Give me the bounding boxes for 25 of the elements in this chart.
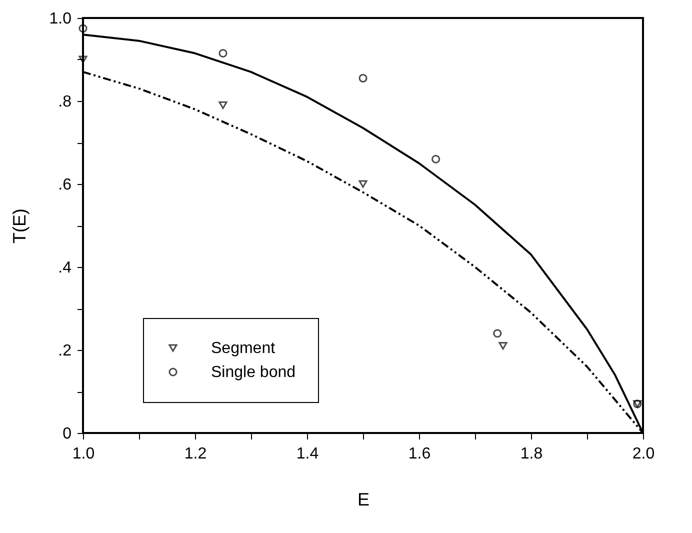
x-tick-label: 1.2: [184, 446, 207, 462]
point: [218, 101, 228, 109]
point: [358, 74, 368, 82]
point: [358, 180, 368, 188]
y-tick-label: .6: [58, 176, 72, 194]
legend-label: Segment: [211, 340, 276, 357]
x-tick-label: 1.4: [296, 446, 319, 462]
x-tick-label: 1.8: [520, 446, 543, 462]
x-axis-title: E: [357, 490, 370, 510]
y-tick-label: .2: [58, 342, 72, 360]
point: [493, 329, 502, 338]
x-tick-label: 1.0: [72, 446, 95, 462]
y-tick-label: 0: [62, 426, 72, 442]
point: [78, 24, 88, 33]
y-axis-title: T(E): [9, 208, 30, 244]
x-tick-label: 1.6: [408, 446, 431, 462]
legend-label: Single bond: [211, 364, 296, 381]
point: [498, 342, 508, 350]
point: [218, 48, 228, 58]
y-tick-label: .4: [58, 260, 72, 276]
point: [432, 154, 440, 164]
x-tick-label: 2.0: [632, 446, 655, 462]
y-tick-label: 1.0: [49, 10, 72, 28]
point: [78, 56, 88, 64]
y-tick-label: .8: [58, 94, 72, 110]
